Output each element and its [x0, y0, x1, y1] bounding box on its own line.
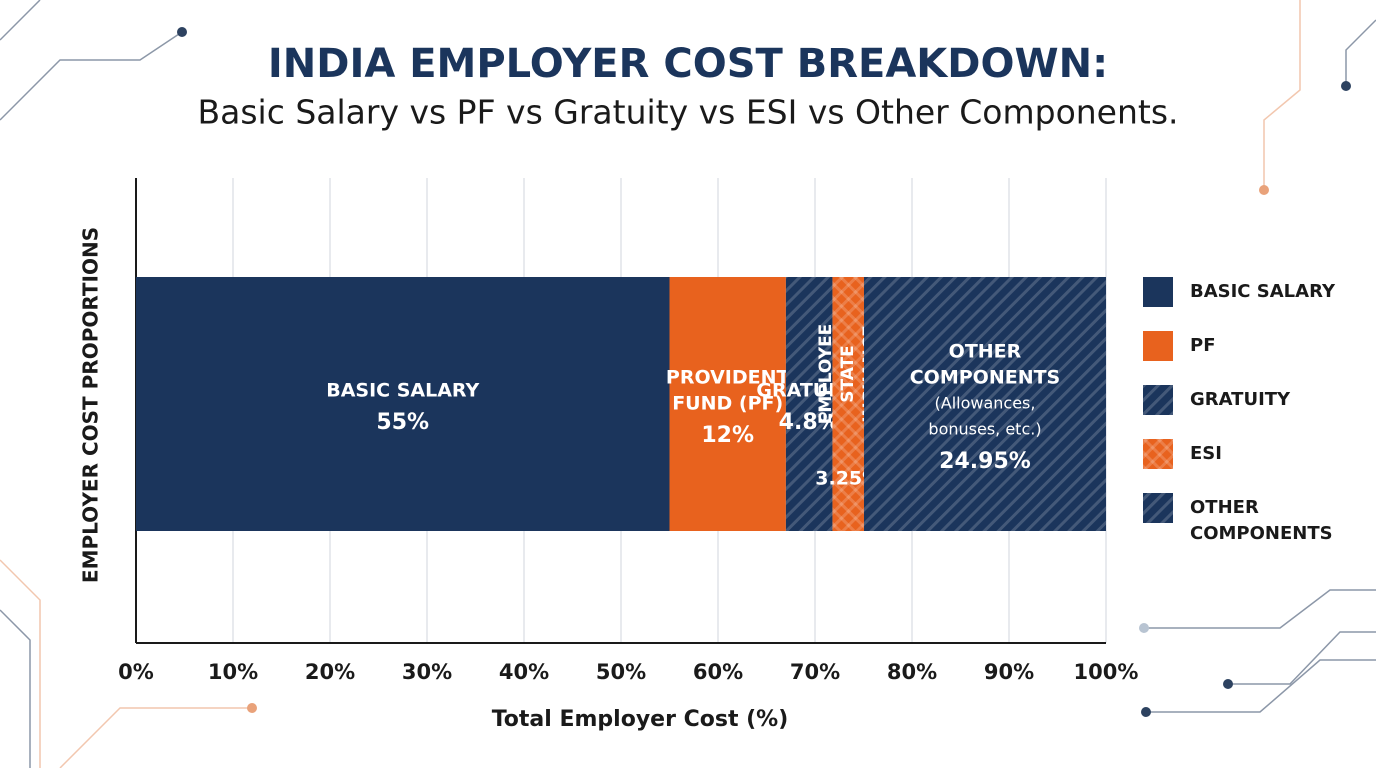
circuit-dot	[1259, 185, 1269, 195]
circuit-dot	[1223, 679, 1233, 689]
circuit-line	[1146, 659, 1376, 713]
y-axis-label: EMPLOYER COST PROPORTIONS	[79, 227, 103, 583]
segment-note-line: (Allowances,	[935, 394, 1036, 413]
x-tick-label: 70%	[790, 660, 840, 684]
x-tick-label: 10%	[208, 660, 258, 684]
bar-segment	[832, 277, 864, 531]
x-tick-label: 90%	[984, 660, 1034, 684]
value-label: 12%	[701, 423, 754, 448]
segment-label-line: FUND (PF)	[672, 393, 783, 415]
circuit-line	[0, 609, 31, 768]
legend-label: GRATUITY	[1190, 389, 1291, 410]
legend-swatch	[1143, 493, 1173, 523]
x-tick-label: 20%	[305, 660, 355, 684]
circuit-dot	[247, 703, 257, 713]
x-tick-label: 0%	[118, 660, 154, 684]
chart-subtitle: Basic Salary vs PF vs Gratuity vs ESI vs…	[197, 93, 1178, 132]
chart-title: INDIA EMPLOYER COST BREAKDOWN:	[268, 41, 1108, 87]
value-label: 24.95%	[939, 449, 1031, 474]
circuit-line	[1228, 631, 1376, 685]
circuit-line	[0, 559, 41, 768]
circuit-line	[0, 0, 41, 41]
legend-label: OTHER COMPONENTS	[1190, 497, 1333, 544]
bar-segment	[669, 277, 786, 531]
circuit-dot	[1341, 81, 1351, 91]
segment-label-line: EMPLOYEE	[816, 324, 836, 425]
bar-segment	[136, 277, 670, 531]
legend-swatch	[1143, 385, 1173, 415]
x-tick-label: 40%	[499, 660, 549, 684]
circuit-line	[1144, 589, 1376, 629]
circuit-dot	[177, 27, 187, 37]
legend-label: PF	[1190, 335, 1216, 356]
segment-label-line: BASIC SALARY	[326, 380, 479, 402]
circuit-line	[59, 707, 252, 768]
legend-swatch	[1143, 277, 1173, 307]
segment-label-line: OTHER	[949, 341, 1022, 363]
x-tick-label: 30%	[402, 660, 452, 684]
legend-swatch	[1143, 439, 1173, 469]
bar-segment	[863, 277, 1106, 531]
legend-swatch	[1143, 331, 1173, 361]
circuit-dot	[1139, 623, 1149, 633]
legend-label: ESI	[1190, 443, 1222, 464]
x-tick-label: 100%	[1074, 660, 1139, 684]
segment-label-line: PROVIDENT	[666, 367, 790, 389]
segment-label-line: COMPONENTS	[910, 367, 1061, 389]
segment-label-line: STATE	[838, 345, 858, 403]
x-tick-label: 50%	[596, 660, 646, 684]
legend-label: BASIC SALARY	[1190, 281, 1336, 302]
circuit-line	[0, 31, 183, 121]
bar-segment	[785, 277, 833, 531]
circuit-line	[1263, 0, 1301, 190]
x-axis-label: Total Employer Cost (%)	[492, 707, 789, 732]
value-label: 4.8%	[779, 410, 840, 435]
circuit-dot	[1141, 707, 1151, 717]
x-tick-label: 60%	[693, 660, 743, 684]
circuit-line	[1345, 19, 1376, 86]
value-label: 55%	[376, 410, 429, 435]
segment-note-line: bonuses, etc.)	[928, 420, 1041, 439]
x-tick-label: 80%	[887, 660, 937, 684]
